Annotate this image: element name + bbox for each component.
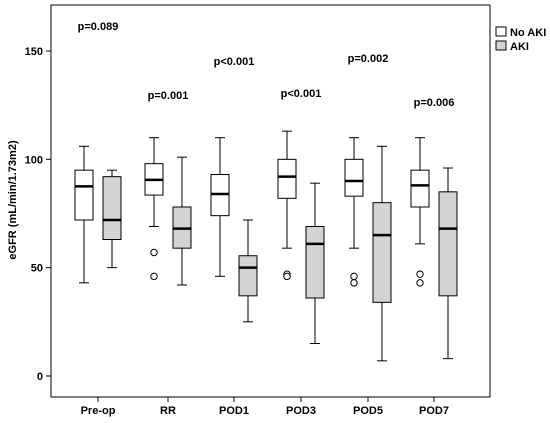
p-value-annotation: p=0.006 [414,97,455,109]
outlier-point [416,270,424,278]
x-tick-label: Pre-op [81,405,116,417]
outlier-point [350,279,358,287]
box [238,255,258,297]
x-tick-label: POD1 [219,405,249,417]
outlier-point [283,272,291,281]
p-value-annotation: p<0.001 [281,88,322,100]
outlier-point [350,272,358,281]
outlier-point [416,279,424,287]
plot-frame [50,4,491,398]
legend-label-no-aki: No AKI [510,27,546,39]
y-tick-label: 50 [31,263,43,275]
box [102,176,122,241]
box [74,169,94,221]
legend-swatch-aki [495,40,507,51]
outlier-point [150,272,158,281]
box [344,158,364,197]
x-tick-label: POD3 [286,405,316,417]
x-tick-label: POD7 [419,405,449,417]
y-tick-label: 0 [37,371,43,383]
y-tick-label: 100 [25,154,43,166]
box [372,202,392,303]
box [438,191,458,297]
x-tick-label: RR [160,405,176,417]
box [410,169,430,208]
box [305,226,325,299]
outlier-point [150,248,158,257]
y-axis-label: eGFR (mL/min/1.73m2) [7,140,19,260]
p-value-annotation: p=0.002 [348,53,389,65]
x-tick-label: POD5 [353,405,383,417]
p-value-annotation: p<0.001 [214,56,255,68]
p-value-annotation: p=0.001 [148,90,189,102]
legend-swatch-no-aki [495,26,507,37]
box [277,158,297,199]
legend: No AKI AKI [495,26,546,53]
p-value-annotation: p=0.089 [78,21,119,33]
y-tick-label: 150 [25,46,43,58]
legend-label-aki: AKI [510,41,529,53]
